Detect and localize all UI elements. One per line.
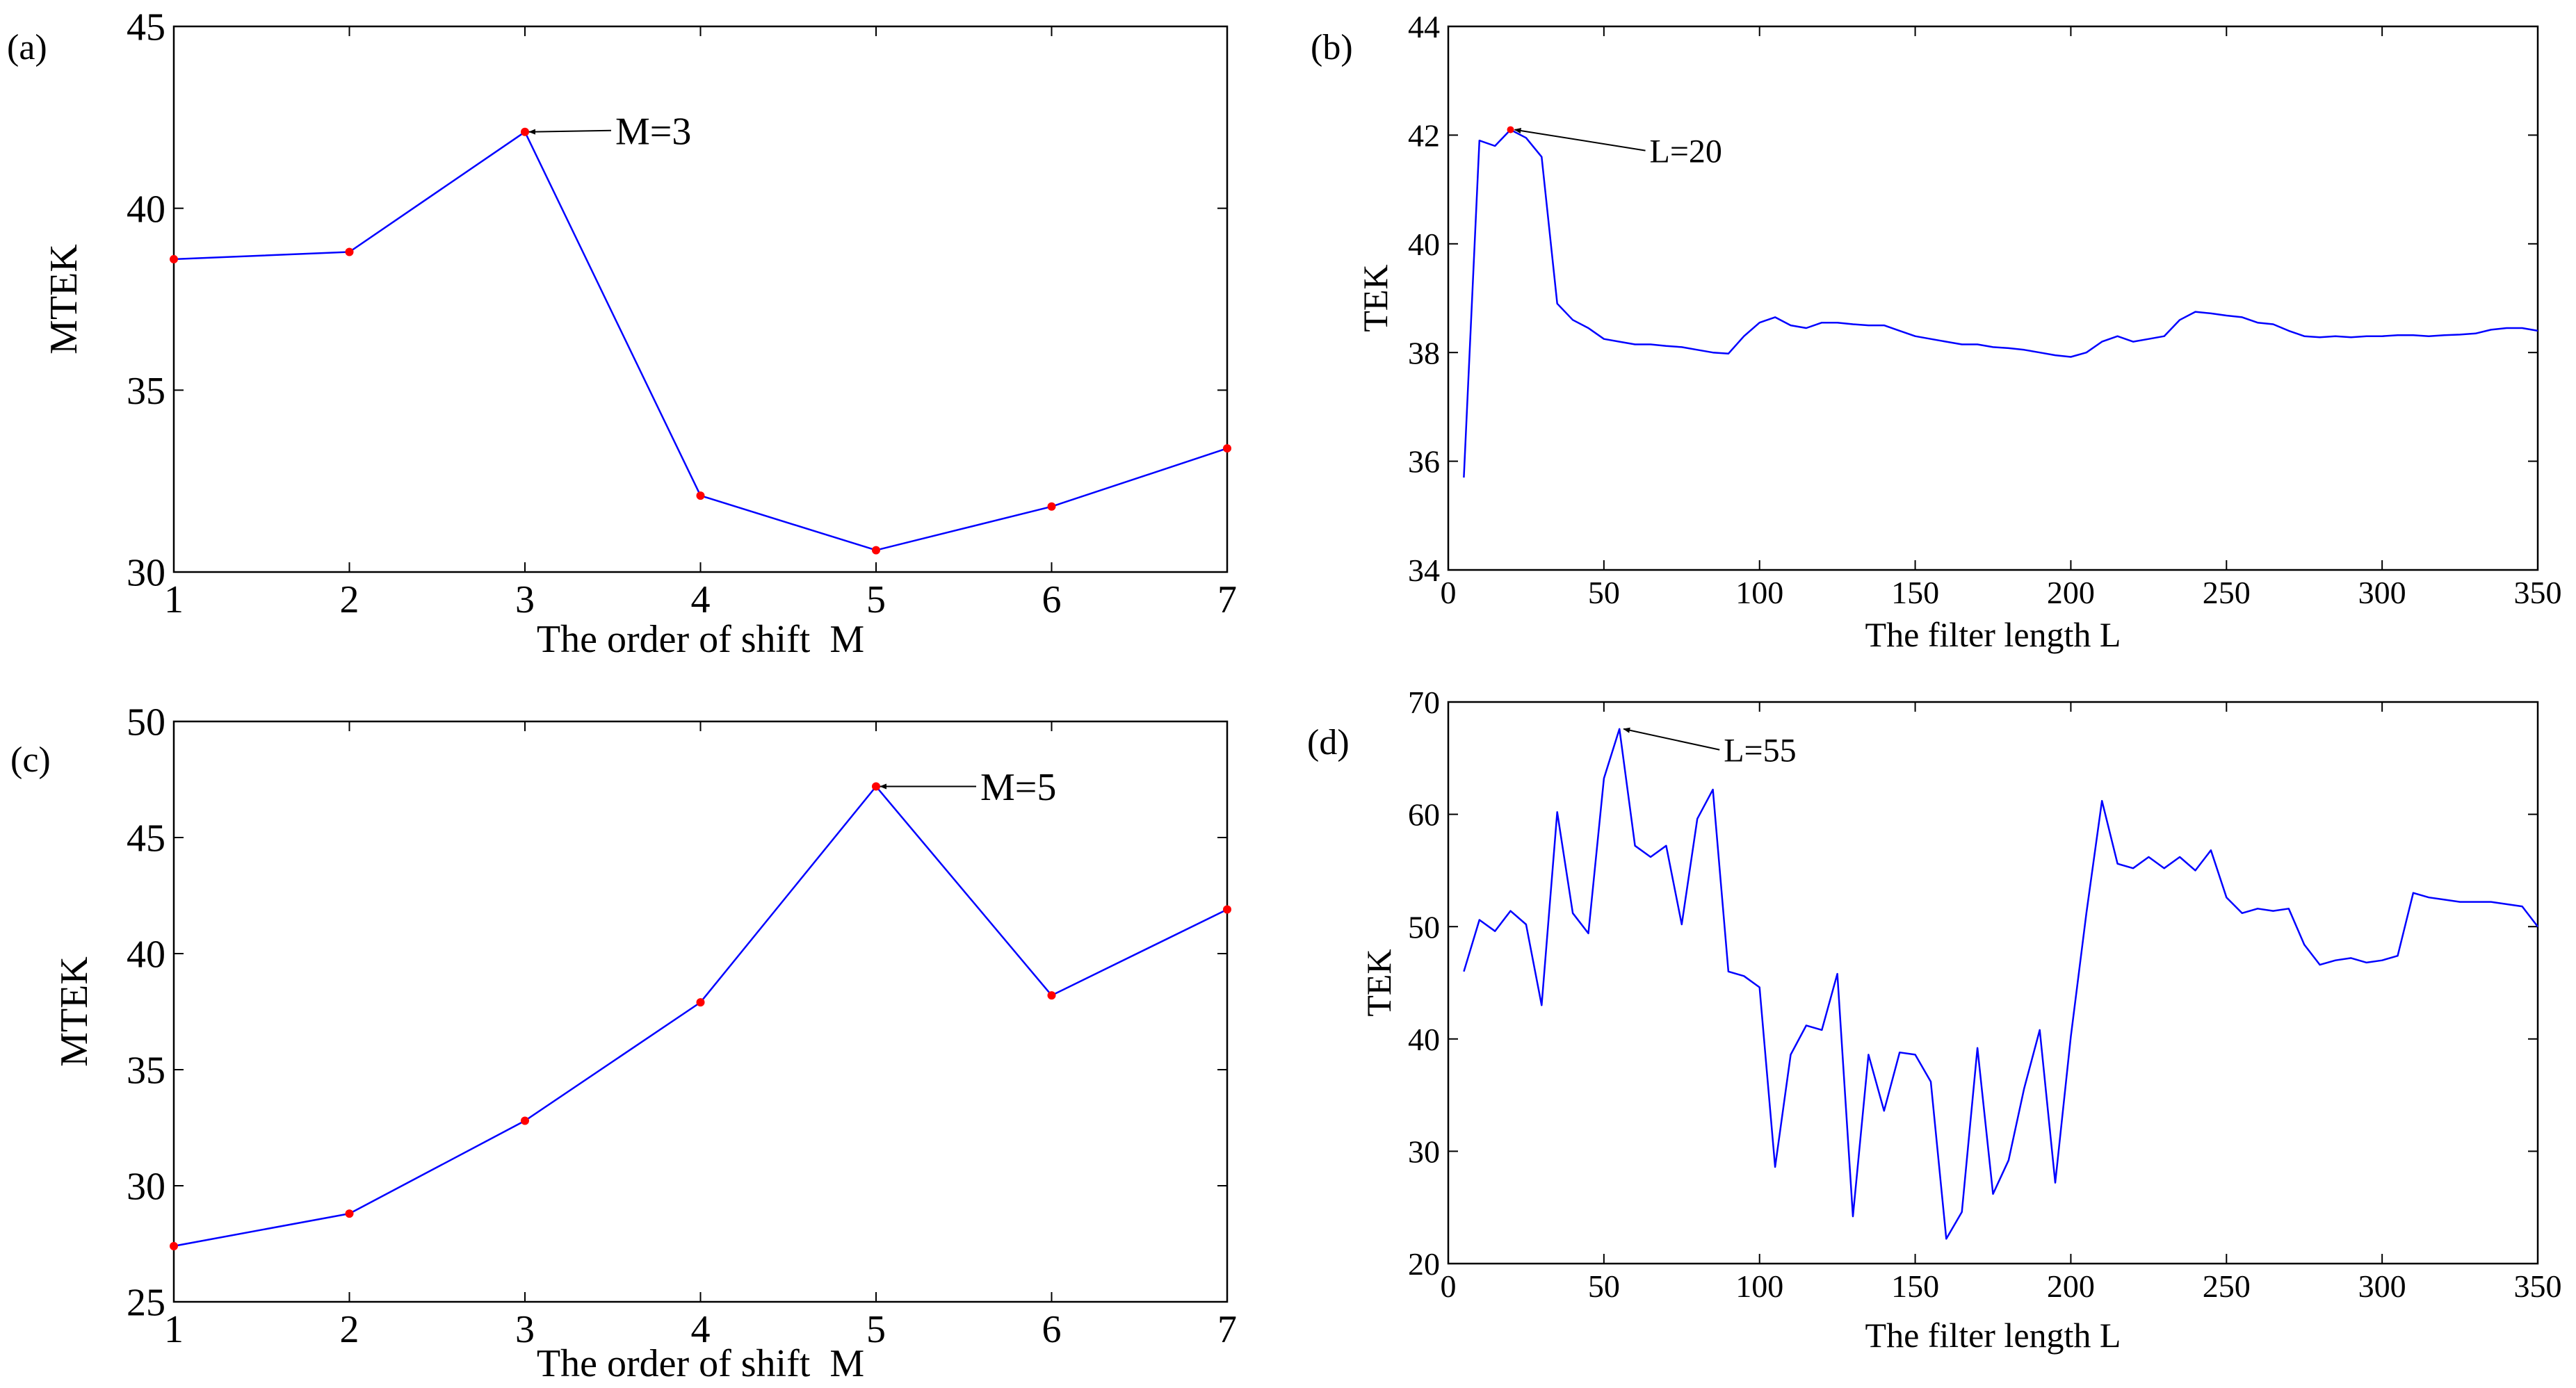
annotation-arrow xyxy=(1623,727,1720,751)
x-tick-label: 4 xyxy=(691,578,711,621)
x-tick-label: 100 xyxy=(1735,1268,1783,1304)
annotation-label: L=20 xyxy=(1650,133,1722,170)
y-tick-label: 20 xyxy=(1408,1246,1440,1282)
y-tick-label: 30 xyxy=(127,1166,165,1209)
panel-label-a: (a) xyxy=(7,28,47,67)
y-tick-label: 50 xyxy=(127,701,165,744)
x-tick-label: 5 xyxy=(866,1308,886,1351)
x-tick-label: 1 xyxy=(164,578,184,621)
y-tick-label: 35 xyxy=(127,370,165,413)
chart-b: 0 50 100 150 200 250 300 350 34 36 38 40 42 44 The fil… xyxy=(1356,9,2562,654)
x-axis-label: The order of shift M xyxy=(537,618,864,661)
x-tick-label: 350 xyxy=(2514,575,2562,610)
data-point xyxy=(170,1241,178,1250)
data-point xyxy=(1047,991,1056,1000)
x-tick-label: 0 xyxy=(1441,1268,1457,1304)
plot-area-frame xyxy=(1447,25,2539,571)
x-tick-label: 50 xyxy=(1588,1268,1620,1304)
x-axis-label: The filter length L xyxy=(1865,615,2121,654)
annotation-arrow xyxy=(1514,128,1646,152)
data-point xyxy=(1047,502,1056,511)
y-tick-label: 40 xyxy=(1408,1022,1440,1057)
x-tick-label: 300 xyxy=(2358,575,2406,610)
y-axis-label: TEK xyxy=(1359,949,1398,1016)
x-tick-label: 6 xyxy=(1042,578,1062,621)
panel-label-c: (c) xyxy=(10,740,51,780)
plot-area-frame xyxy=(172,720,1229,1303)
data-point xyxy=(521,127,529,136)
series-line xyxy=(1463,728,2538,1240)
y-tick-label: 35 xyxy=(127,1050,165,1093)
y-tick-label: 25 xyxy=(127,1282,165,1325)
y-axis-label: MTEK xyxy=(53,956,96,1067)
y-tick-label: 30 xyxy=(1408,1134,1440,1170)
x-tick-label: 100 xyxy=(1735,575,1783,610)
data-point xyxy=(345,1209,354,1218)
x-tick-label: 200 xyxy=(2047,1268,2095,1304)
series-line xyxy=(1463,129,2538,478)
x-tick-label: 0 xyxy=(1441,575,1457,610)
x-tick-label: 150 xyxy=(1891,575,1939,610)
x-axis-label: The order of shift M xyxy=(537,1342,864,1385)
annotation-label: M=5 xyxy=(980,766,1056,809)
y-tick-label: 40 xyxy=(127,933,165,977)
chart-d: 0 50 100 150 200 250 300 350 20 30 40 50 60 70 The fil… xyxy=(1359,685,2562,1355)
data-point xyxy=(872,782,880,791)
x-tick-label: 7 xyxy=(1217,1308,1237,1351)
y-axis-label: TEK xyxy=(1356,264,1395,332)
x-tick-label: 50 xyxy=(1588,575,1620,610)
y-tick-label: 60 xyxy=(1408,797,1440,833)
panel-label-d: (d) xyxy=(1307,723,1350,762)
x-tick-label: 2 xyxy=(340,1308,359,1351)
y-tick-label: 42 xyxy=(1408,118,1440,154)
data-point xyxy=(521,1116,529,1125)
y-tick-label: 34 xyxy=(1408,553,1440,588)
y-tick-label: 40 xyxy=(1408,227,1440,262)
plot-area-frame xyxy=(1447,701,2539,1265)
y-axis-label: MTEK xyxy=(42,244,86,354)
peak-point xyxy=(1507,126,1514,133)
y-tick-label: 30 xyxy=(127,552,165,595)
data-point xyxy=(1223,905,1231,914)
series-line xyxy=(173,785,1228,1248)
x-tick-label: 1 xyxy=(164,1308,184,1351)
x-tick-label: 4 xyxy=(691,1308,711,1351)
annotation-arrow xyxy=(528,129,612,135)
series-line xyxy=(173,131,1228,551)
y-tick-label: 44 xyxy=(1408,9,1440,44)
x-tick-label: 150 xyxy=(1891,1268,1939,1304)
data-point xyxy=(696,998,705,1007)
y-tick-label: 45 xyxy=(127,6,165,49)
y-tick-label: 70 xyxy=(1408,685,1440,720)
data-point xyxy=(1223,444,1231,453)
y-tick-label: 40 xyxy=(127,188,165,231)
y-tick-label: 50 xyxy=(1408,909,1440,945)
y-tick-label: 45 xyxy=(127,817,165,860)
x-tick-label: 6 xyxy=(1042,1308,1062,1351)
y-tick-label: 38 xyxy=(1408,335,1440,370)
x-axis-label: The filter length L xyxy=(1865,1316,2121,1355)
panel-label-b: (b) xyxy=(1311,28,1353,67)
x-tick-label: 3 xyxy=(515,578,535,621)
plot-area-frame xyxy=(172,25,1229,573)
x-tick-label: 5 xyxy=(866,578,886,621)
annotation-label: M=3 xyxy=(615,110,691,153)
data-point xyxy=(872,546,880,555)
x-tick-label: 2 xyxy=(340,578,359,621)
x-tick-label: 300 xyxy=(2358,1268,2406,1304)
x-tick-label: 200 xyxy=(2047,575,2095,610)
data-point xyxy=(170,254,178,263)
data-point xyxy=(345,247,354,256)
x-tick-label: 350 xyxy=(2514,1268,2562,1304)
y-tick-label: 36 xyxy=(1408,444,1440,480)
x-tick-label: 250 xyxy=(2203,1268,2251,1304)
x-tick-label: 250 xyxy=(2203,575,2251,610)
x-tick-label: 3 xyxy=(515,1308,535,1351)
x-tick-label: 7 xyxy=(1217,578,1237,621)
data-point xyxy=(696,491,705,500)
annotation-label: L=55 xyxy=(1724,733,1796,769)
